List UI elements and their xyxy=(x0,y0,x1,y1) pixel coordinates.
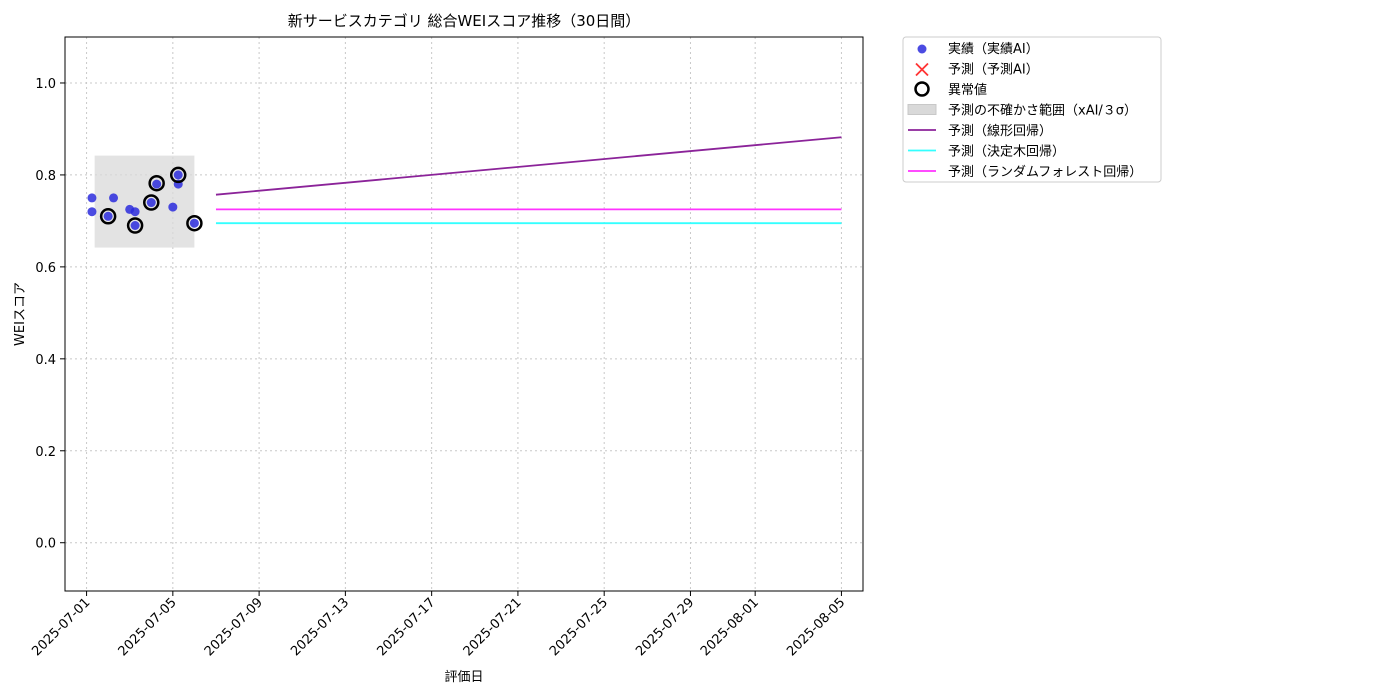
legend-predicted-marker xyxy=(915,62,929,77)
legend-label: 予測（ランダムフォレスト回帰） xyxy=(948,164,1142,180)
anomaly-ring xyxy=(143,194,160,211)
y-axis-label: WEIスコア xyxy=(13,282,28,346)
x-tick-label: 2025-07-13 xyxy=(288,595,352,659)
actual-point xyxy=(146,198,156,208)
linear-regression-line xyxy=(215,136,842,196)
x-tick-label: 2025-08-05 xyxy=(784,595,848,659)
x-axis-ticks: 2025-07-01 2025-07-05 2025-07-09 2025-07-13… xyxy=(29,591,848,659)
actual-point xyxy=(87,193,97,203)
actual-point xyxy=(109,193,119,203)
x-tick-label: 2025-07-05 xyxy=(116,595,180,659)
x-tick-label: 2025-07-01 xyxy=(29,595,93,659)
legend-box xyxy=(902,36,1162,183)
x-tick-label: 2025-07-17 xyxy=(374,595,438,659)
plot-area-frame xyxy=(64,36,864,592)
anomaly-ring xyxy=(169,166,187,184)
x-tick-label: 2025-07-25 xyxy=(547,595,611,659)
x-tick-label: 2025-07-09 xyxy=(202,595,266,659)
actual-point xyxy=(152,179,162,189)
x-tick-label: 2025-07-29 xyxy=(633,595,697,659)
anomaly-ring xyxy=(186,214,203,232)
actual-point xyxy=(103,211,113,221)
actual-point xyxy=(130,207,140,217)
y-tick-label: 0.6 xyxy=(35,261,56,276)
anomaly-ring xyxy=(99,208,117,225)
y-tick-label: 0.0 xyxy=(35,537,56,552)
legend-actual-marker xyxy=(917,44,927,54)
y-tick-label: 0.8 xyxy=(35,169,56,184)
y-tick-label: 0.4 xyxy=(35,353,56,368)
y-axis-ticks: 0.0 0.2 0.4 0.6 0.8 1.0 xyxy=(35,77,65,552)
legend-label: 実績（実績AI） xyxy=(948,41,1039,57)
legend-band-swatch xyxy=(907,104,937,115)
y-tick-label: 1.0 xyxy=(35,77,56,92)
anomaly-ring xyxy=(148,174,165,192)
actual-points xyxy=(87,170,199,230)
legend-label: 異常値 xyxy=(948,82,987,98)
legend-label: 予測（決定木回帰） xyxy=(948,144,1065,160)
legend-label: 予測（予測AI） xyxy=(948,63,1039,78)
x-axis-label: 評価日 xyxy=(444,670,483,685)
anomaly-ring xyxy=(126,217,144,234)
forecast-lines xyxy=(215,136,842,225)
actual-point xyxy=(130,220,140,230)
actual-point xyxy=(173,170,183,180)
anomaly-rings xyxy=(99,166,203,234)
grid-lines xyxy=(65,37,863,591)
x-tick-label: 2025-07-21 xyxy=(461,595,525,659)
chart-title: 新サービスカテゴリ 総合WEIスコア推移（30日間） xyxy=(288,12,641,30)
legend-label: 予測の不確かさ範囲（xAI/３σ） xyxy=(948,103,1137,119)
actual-point xyxy=(87,207,97,217)
legend-anomaly-marker xyxy=(914,81,930,97)
actual-point xyxy=(189,218,199,228)
x-tick-label: 2025-08-01 xyxy=(698,595,762,659)
actual-point xyxy=(168,202,178,212)
y-tick-label: 0.2 xyxy=(35,445,56,460)
legend-label: 予測（線形回帰） xyxy=(948,123,1052,139)
